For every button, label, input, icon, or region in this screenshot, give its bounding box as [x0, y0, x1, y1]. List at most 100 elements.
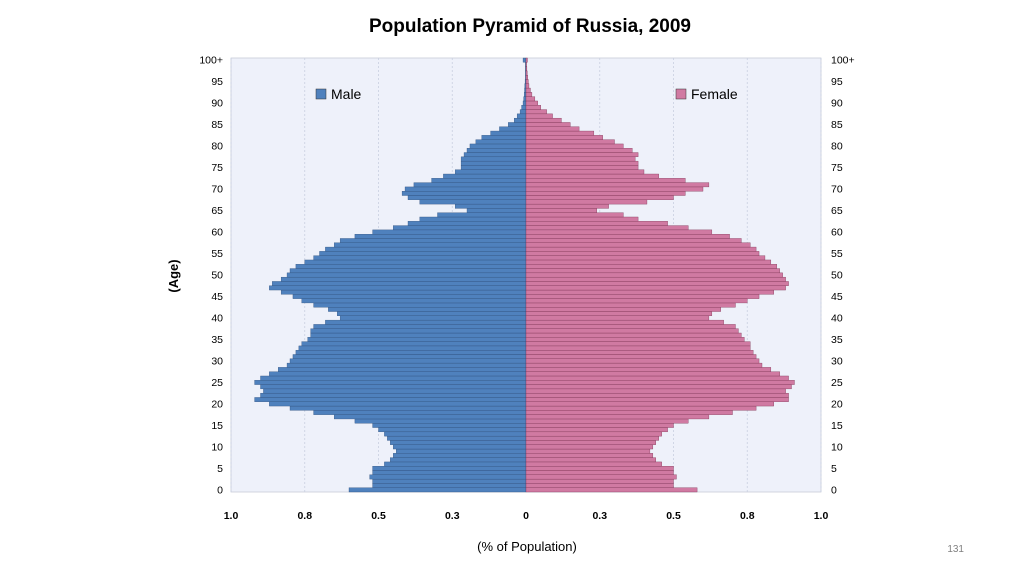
- y-tick-label: 70: [211, 184, 223, 196]
- bar-female: [525, 324, 736, 329]
- bar-female: [525, 401, 774, 407]
- bar-female: [525, 423, 674, 428]
- bar-female: [525, 122, 571, 127]
- bar-female: [525, 414, 710, 420]
- bar-female: [525, 92, 533, 97]
- bar-male: [286, 272, 527, 278]
- bar-male: [339, 315, 527, 321]
- bar-male: [524, 83, 527, 89]
- bar-female: [525, 66, 528, 72]
- bar-female: [525, 483, 674, 488]
- bar-male: [460, 165, 527, 170]
- bar-female: [525, 375, 789, 381]
- bar-female: [525, 96, 536, 102]
- bar-male: [384, 431, 527, 437]
- bar-female: [525, 281, 789, 286]
- bar-male: [390, 440, 527, 445]
- bar-male: [269, 401, 527, 407]
- x-axis-label: (% of Population): [477, 539, 577, 554]
- y-tick-label: 20: [211, 398, 223, 410]
- y-tick-label: 45: [211, 291, 223, 303]
- bar-female: [525, 173, 659, 179]
- bar-female: [525, 57, 528, 63]
- y-tick-label: 25: [831, 377, 843, 389]
- bar-male: [455, 203, 527, 209]
- bar-female: [525, 358, 760, 364]
- y-tick-label: 90: [831, 98, 843, 110]
- y-tick-label: 0: [217, 484, 223, 496]
- bar-male: [292, 354, 527, 359]
- y-axis-label: (Age): [166, 259, 181, 292]
- bar-female: [525, 87, 531, 93]
- bar-female: [525, 319, 724, 325]
- bar-male: [463, 152, 527, 158]
- bar-male: [260, 392, 527, 398]
- y-tick-label: 30: [831, 355, 843, 367]
- bar-female: [525, 354, 757, 359]
- bar-female: [525, 148, 633, 153]
- bar-male: [378, 427, 527, 433]
- x-tick-label: 1.0: [814, 510, 829, 522]
- chart-title: Population Pyramid of Russia, 2009: [369, 16, 691, 37]
- bar-female: [525, 186, 704, 192]
- bar-female: [525, 388, 786, 394]
- bar-male: [334, 414, 527, 420]
- bar-female: [525, 139, 615, 145]
- bar-male: [295, 350, 527, 355]
- bar-male: [466, 208, 527, 213]
- bar-female: [525, 384, 792, 390]
- bar-female: [525, 191, 686, 196]
- x-tick-labels: 1.0 0.8 0.5 0.3 0 0.3 0.5 0.8 1.0: [224, 510, 829, 522]
- bar-female: [525, 195, 674, 200]
- bar-male: [298, 345, 527, 351]
- y-tick-label: 100+: [199, 55, 223, 67]
- bar-female: [525, 444, 654, 450]
- y-tick-label: 20: [831, 398, 843, 410]
- bar-female: [525, 199, 648, 205]
- y-tick-label: 40: [211, 312, 223, 324]
- bar-male: [289, 268, 527, 274]
- y-tick-label: 50: [211, 270, 223, 282]
- y-tick-labels-right: 0 5 10 15 20 25 30 35 40 45 50 55 60 65 70 75 80 85 90 95 10…: [831, 55, 855, 497]
- bar-male: [313, 410, 527, 415]
- bar-male: [443, 173, 527, 179]
- bar-male: [254, 397, 527, 402]
- bar-female: [525, 242, 751, 248]
- y-tick-label: 95: [211, 76, 223, 88]
- legend-swatch: [315, 88, 327, 100]
- page-number: 131: [947, 544, 964, 555]
- bar-male: [325, 246, 527, 252]
- y-tick-label: 0: [831, 484, 837, 496]
- bar-female: [525, 410, 733, 415]
- x-tick-label: 0.5: [666, 510, 681, 522]
- bar-female: [525, 392, 789, 398]
- y-tick-label: 100+: [831, 55, 855, 67]
- bar-male: [280, 276, 527, 282]
- x-tick-label: 0.8: [740, 510, 755, 522]
- bar-male: [372, 483, 527, 488]
- bar-male: [499, 126, 527, 132]
- bar-male: [393, 444, 527, 450]
- bar-male: [401, 191, 527, 196]
- bar-male: [522, 100, 527, 106]
- bar-female: [525, 135, 603, 140]
- bar-male: [313, 324, 527, 329]
- bar-male: [313, 302, 527, 308]
- bar-female: [525, 435, 659, 441]
- bar-male: [431, 178, 527, 183]
- bar-male: [524, 92, 527, 97]
- legend-swatch: [675, 88, 687, 100]
- bar-male: [481, 135, 527, 140]
- bar-female: [525, 380, 795, 385]
- bar-male: [286, 362, 527, 368]
- bar-female: [525, 440, 656, 445]
- bar-female: [525, 251, 760, 256]
- bar-female: [525, 311, 713, 316]
- bar-male: [339, 238, 527, 243]
- bar-female: [525, 367, 772, 372]
- x-tick-label: 0.8: [297, 510, 312, 522]
- bar-male: [269, 285, 527, 291]
- y-tick-labels-left: 0 5 10 15 20 25 30 35 40 45 50 55 60 65 70 75 80 85 90 95 10…: [199, 55, 223, 497]
- bar-male: [522, 57, 527, 63]
- bar-male: [407, 221, 527, 226]
